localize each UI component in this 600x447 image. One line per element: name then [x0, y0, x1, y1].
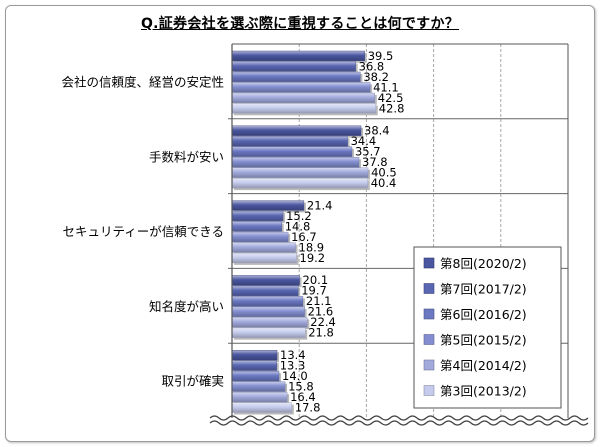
- bar: [231, 157, 360, 168]
- data-label: 17.8: [295, 401, 321, 415]
- bar: [231, 327, 306, 338]
- bar: [231, 402, 293, 413]
- legend-swatch: [423, 283, 435, 294]
- legend-label: 第7回(2017/2): [440, 282, 527, 297]
- bar: [231, 103, 377, 114]
- chart-title: Q.証券会社を選ぶ際に重視することは何ですか？: [140, 16, 460, 32]
- data-label: 36.8: [359, 59, 385, 73]
- bar: [231, 167, 369, 178]
- data-label: 15.2: [286, 209, 312, 223]
- bar: [231, 350, 278, 361]
- data-label: 40.4: [371, 176, 397, 190]
- bar: [231, 178, 368, 189]
- legend-swatch: [423, 359, 435, 371]
- data-label: 21.4: [307, 198, 333, 212]
- bar: [231, 50, 365, 62]
- axis-break-line: [209, 415, 589, 421]
- bar: [231, 371, 280, 382]
- category-label: 知名度が高い: [149, 299, 224, 314]
- legend-label: 第6回(2016/2): [440, 307, 527, 322]
- axis-break-line: [209, 420, 589, 426]
- bar: [231, 285, 299, 296]
- bar: [231, 146, 353, 157]
- data-label: 16.7: [291, 230, 317, 244]
- bar: [231, 221, 282, 232]
- data-label: 15.8: [288, 380, 314, 394]
- data-label: 38.4: [364, 124, 390, 138]
- data-label: 13.3: [280, 359, 306, 373]
- bar: [231, 242, 296, 253]
- data-label: 21.1: [306, 294, 332, 308]
- legend-label: 第8回(2020/2): [440, 256, 527, 271]
- bar: [231, 210, 284, 222]
- bar: [231, 392, 288, 403]
- data-label: 13.4: [280, 348, 306, 362]
- bar: [231, 82, 371, 93]
- data-label: 14.0: [282, 369, 308, 383]
- data-label: 35.7: [355, 145, 381, 159]
- data-label: 18.9: [299, 240, 325, 254]
- data-label: 42.8: [379, 101, 405, 115]
- category-label: 手数料が安い: [149, 149, 224, 164]
- data-label: 41.1: [373, 80, 399, 94]
- category-label: 会社の信頼度、経営の安定性: [61, 75, 224, 90]
- data-label: 39.5: [368, 49, 394, 63]
- data-label: 22.4: [310, 315, 336, 329]
- legend-label: 第3回(2013/2): [440, 384, 527, 399]
- bar: [231, 92, 376, 104]
- legend-label: 第4回(2014/2): [440, 358, 527, 373]
- bar: [231, 125, 362, 136]
- legend-swatch: [423, 385, 435, 396]
- data-label: 21.6: [308, 305, 334, 319]
- data-label: 20.1: [303, 273, 329, 287]
- bar: [231, 231, 289, 243]
- bar: [231, 275, 300, 286]
- category-label: 取引が確実: [161, 374, 224, 389]
- bar: [231, 296, 304, 307]
- data-label: 40.5: [371, 166, 397, 180]
- legend-swatch: [423, 257, 435, 269]
- data-label: 14.8: [285, 219, 311, 233]
- data-label: 34.4: [351, 134, 377, 148]
- data-label: 19.2: [300, 251, 326, 265]
- legend-box: [413, 246, 562, 409]
- bar: [231, 252, 297, 264]
- data-label: 38.2: [363, 70, 389, 84]
- legend-swatch: [423, 308, 435, 320]
- legend-label: 第5回(2015/2): [440, 333, 527, 348]
- bar: [231, 71, 361, 83]
- bar: [231, 136, 348, 147]
- category-label: セキュリティーが信頼できる: [62, 224, 224, 239]
- bar: [231, 306, 305, 317]
- data-label: 21.8: [308, 326, 334, 340]
- data-label: 42.5: [378, 91, 404, 105]
- bar: [231, 381, 286, 392]
- data-label: 16.4: [290, 390, 316, 404]
- bar: [231, 360, 277, 371]
- bar: [231, 61, 356, 72]
- bar: [231, 317, 308, 328]
- data-label: 19.7: [301, 284, 327, 298]
- data-label: 37.8: [362, 155, 388, 169]
- legend-swatch: [423, 334, 435, 345]
